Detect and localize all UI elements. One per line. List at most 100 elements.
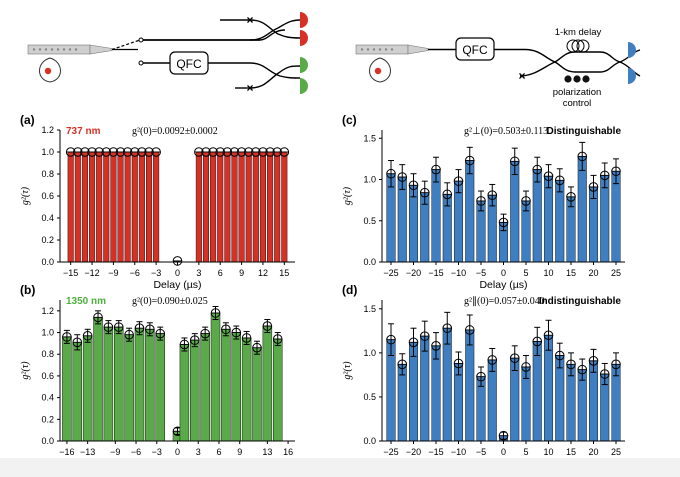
y-tick-label-b-2: 0.4	[41, 393, 54, 403]
y-tick-label-a-3: 0.6	[41, 191, 54, 201]
bar-b-0	[62, 336, 72, 442]
polarization-label-2: control	[563, 98, 592, 109]
panel-label-d: (d)	[342, 283, 357, 297]
x-tick-label-d-3: −10	[451, 447, 466, 457]
x-tick-label-a-10: 15	[279, 268, 289, 278]
qfc-box-left: QFC	[169, 51, 209, 75]
x-tick-label-c-0: −25	[383, 268, 398, 278]
x-tick-label-d-9: 20	[588, 447, 598, 457]
annotation-b: g²(0)=0.090±0.025	[132, 296, 208, 307]
x-tick-label-a-4: −3	[151, 268, 161, 278]
x-tick-label-a-9: 12	[258, 268, 268, 278]
bar-b-8	[145, 329, 155, 442]
x-tick-label-c-3: −10	[451, 268, 466, 278]
x-tick-label-d-10: 25	[611, 447, 621, 457]
bar-a-10	[138, 151, 145, 263]
chart-panel-c: −25 −20 −15 −10 −5 0 5 10 15 20 25 0.0 0.5 1.0 1.5 Dela…	[342, 113, 625, 291]
panel-label-b: (b)	[20, 283, 35, 297]
x-tick-label-c-8: 15	[566, 268, 576, 278]
x-tick-label-c-10: 25	[611, 268, 621, 278]
detector-red-2	[300, 30, 308, 46]
chart-panel-a: −15 −12 −9 −6 −3 0 3 6 9 12 15 0.0 0.2 0.4 0.6 0.8 1.0 1.…	[20, 113, 295, 291]
y-tick-label-d-1: 0.5	[363, 392, 376, 402]
bar-b-15	[210, 312, 221, 442]
bar-a-26	[252, 151, 259, 263]
bar-d-14	[543, 335, 554, 442]
x-mark-left-top: ×	[246, 13, 253, 27]
x-tick-label-c-4: −5	[476, 268, 486, 278]
emitter-bulb-left	[39, 57, 61, 83]
x-tick-label-b-0: −16	[59, 447, 74, 457]
bar-d-5	[442, 327, 452, 442]
y-axis-label-d: g²(τ)	[342, 361, 353, 380]
bar-a-8	[124, 151, 131, 263]
y-tick-label-b-4: 0.8	[41, 349, 54, 359]
bar-c-11	[510, 161, 520, 263]
x-tick-label-b-4: −3	[152, 447, 162, 457]
x-tick-label-b-7: 6	[216, 447, 221, 457]
y-tick-label-b-3: 0.6	[41, 371, 54, 381]
annotation-d: g²∥(0)=0.057±0.040	[464, 296, 545, 307]
x-tick-label-d-7: 10	[543, 447, 553, 457]
x-tick-label-c-5: 0	[501, 268, 506, 278]
bar-b-4	[103, 326, 114, 442]
series-label-d: Indistinguishable	[539, 296, 622, 307]
bar-c-17	[577, 156, 587, 263]
bar-b-21	[272, 338, 283, 442]
footer-strip	[0, 458, 680, 477]
bar-a-0	[67, 151, 74, 263]
bar-c-13	[532, 169, 542, 263]
x-tick-label-d-6: 5	[523, 447, 528, 457]
bar-b-12	[179, 344, 190, 442]
x-tick-label-b-3: −6	[131, 447, 141, 457]
schematic-left: × QFC ×	[27, 12, 308, 95]
bar-a-11	[145, 151, 153, 263]
bar-a-22	[224, 151, 231, 263]
y-tick-label-a-1: 0.2	[41, 235, 54, 245]
chart-panel-b: −16 −13 −9 −6 −3 0 3 6 9 13 16 0.0 0.2 0.4 0.6 0.8 1.0 1.…	[20, 283, 295, 470]
bar-c-6	[453, 180, 464, 263]
bar-b-16	[221, 329, 231, 442]
polarization-paddles	[564, 75, 590, 83]
bar-a-5	[103, 151, 110, 263]
fiber-ferrule-right	[355, 44, 429, 55]
x-tick-label-c-9: 20	[588, 268, 598, 278]
bar-d-2	[408, 342, 419, 442]
bar-a-29	[274, 151, 281, 263]
bar-a-3	[89, 151, 96, 263]
x-tick-label-b-6: 3	[196, 447, 201, 457]
x-tick-label-d-2: −15	[428, 447, 443, 457]
bar-d-7	[465, 329, 475, 442]
bar-c-19	[600, 175, 610, 263]
y-tick-label-b-0: 0.0	[41, 436, 54, 446]
bar-a-6	[110, 151, 117, 263]
bar-a-19	[202, 151, 210, 263]
bar-a-27	[259, 151, 266, 263]
chart-panel-d: −25−20−15−10−505101520250.00.51.01.5Dela…	[342, 283, 625, 470]
x-tick-label-a-8: 9	[239, 268, 244, 278]
bar-a-2	[81, 151, 88, 263]
bar-a-4	[96, 151, 103, 263]
bar-c-4	[431, 169, 441, 263]
bar-b-7	[134, 327, 145, 442]
bar-a-20	[210, 151, 217, 263]
y-axis-label-b: g²(τ)	[20, 361, 31, 380]
bar-d-9	[487, 359, 497, 442]
fiber-ferrule-left	[27, 44, 113, 55]
y-tick-label-a-0: 0.0	[41, 257, 54, 267]
x-tick-label-a-5: 0	[175, 268, 180, 278]
bar-a-21	[217, 151, 224, 263]
y-tick-label-b-1: 0.2	[41, 414, 54, 424]
x-tick-label-b-2: −9	[110, 447, 120, 457]
bar-b-14	[200, 333, 210, 442]
qfc-label-left: QFC	[176, 57, 202, 71]
y-tick-label-a-2: 0.4	[41, 213, 54, 223]
bar-d-1	[397, 364, 407, 442]
series-label-b: 1350 nm	[66, 296, 106, 307]
y-tick-label-d-0: 0.0	[363, 436, 376, 446]
qfc-label-right: QFC	[462, 43, 488, 57]
delay-label: 1-km delay	[555, 27, 602, 38]
bar-a-25	[245, 151, 252, 263]
schematic-right: QFC × 1-km delay polarization control	[355, 27, 641, 109]
bar-a-7	[117, 151, 124, 263]
